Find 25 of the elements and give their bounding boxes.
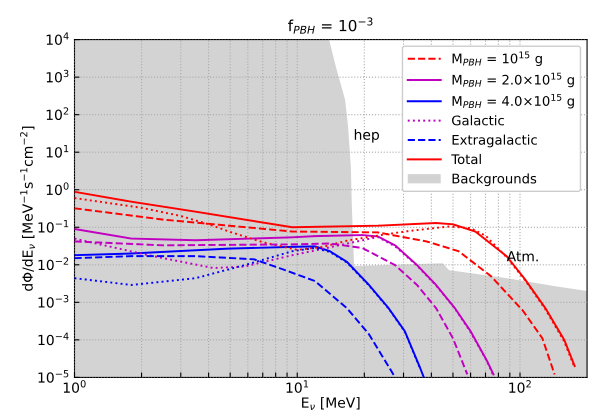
legend-label: Galactic — [452, 115, 504, 126]
x-tick-label: 10$^{2}$ — [509, 380, 531, 393]
y-tick-label: 10$^{−4}$ — [38, 332, 69, 346]
annotation: Atm. — [506, 251, 538, 262]
y-tick-label: 10$^{2}$ — [46, 107, 68, 120]
y-tick-label: 10$^{−5}$ — [38, 370, 68, 383]
y-tick-label: 10$^{−3}$ — [38, 294, 68, 308]
text: dΦ/dE$_{ν}$ [MeV$^{−1}$s$^{−1}$cm$^{−2}$] — [20, 126, 35, 291]
x-axis-title: E$_{ν}$ [MeV] — [302, 397, 360, 410]
legend-label: M$_{PBH}$ = 2.0×10$^{15}$ g — [452, 72, 574, 88]
x-tick-label: 10$^{1}$ — [286, 380, 308, 393]
legend-label: Total — [451, 154, 481, 164]
x-tick-label: 10$^{0}$ — [64, 380, 86, 393]
legend-label: Backgrounds — [452, 173, 536, 186]
legend-label: M$_{PBH}$ = 10$^{15}$ g — [452, 51, 542, 66]
annotation: hep — [354, 129, 379, 143]
y-tick-label: 10$^{3}$ — [46, 70, 68, 83]
y-tick-label: 10$^{−2}$ — [38, 257, 68, 270]
chart-title: f$_{PBH}$ = 10$^{−3}$ — [288, 17, 372, 34]
y-tick-label: 10$^{0}$ — [46, 182, 69, 196]
legend-label: Extragalactic — [452, 134, 537, 148]
legend-label: M$_{PBH}$ = 4.0×10$^{15}$ g — [452, 94, 574, 109]
y-tick-label: 10$^{1}$ — [46, 144, 68, 158]
y-tick-label: 10$^{−1}$ — [38, 220, 68, 233]
y-tick-label: 10$^{4}$ — [46, 32, 69, 45]
